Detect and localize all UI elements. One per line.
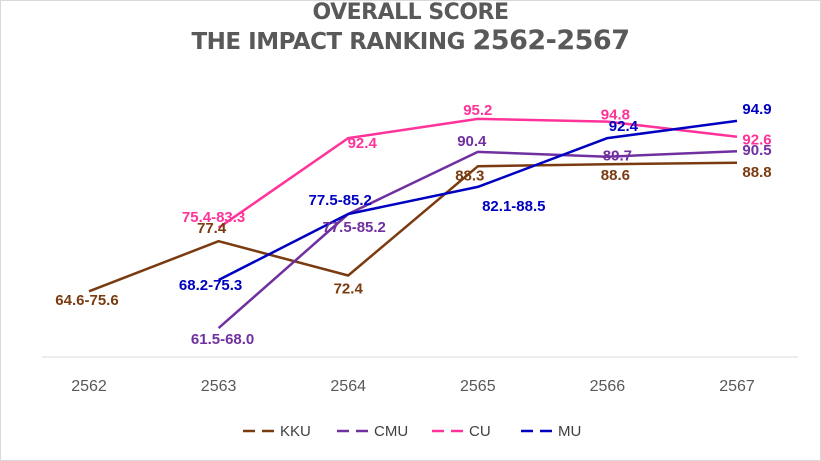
series-line-cmu	[217, 149, 738, 330]
x-tick-label: 2565	[460, 378, 496, 395]
data-label-cu: 75.4-83.3	[182, 209, 245, 226]
legend-item-cmu: CMU	[374, 423, 408, 440]
x-tick-label: 2562	[71, 378, 107, 395]
data-label-mu: 77.5-85.2	[309, 192, 372, 209]
data-label-cmu: 90.4	[457, 133, 487, 150]
series-line-mu	[218, 119, 738, 282]
title-line-1: OVERALL SCORE	[312, 0, 510, 25]
title-line-2-years: 2562-2567	[472, 25, 631, 56]
legend-item-kku: KKU	[280, 423, 311, 440]
data-label-mu: 94.9	[742, 101, 771, 118]
series-line-cu	[217, 117, 738, 229]
legend: KKU CMU CU MU	[243, 423, 581, 440]
data-label-cmu: 89.7	[603, 148, 632, 165]
data-label-cmu: 90.5	[742, 142, 771, 159]
title-line-2-prefix: THE IMPACT RANKING	[191, 29, 465, 55]
data-label-kku: 72.4	[334, 281, 364, 298]
chart-title: OVERALL SCORE THE IMPACT RANKING 2562-25…	[0, 0, 821, 56]
data-label-kku: 88.3	[455, 167, 484, 184]
data-label-mu: 92.4	[609, 118, 639, 135]
x-tick-label: 2563	[201, 378, 237, 395]
data-label-kku: 64.6-75.6	[55, 292, 118, 309]
x-tick-label: 2567	[719, 378, 755, 395]
data-label-cu: 95.2	[463, 102, 492, 119]
series-line-kku	[88, 161, 738, 293]
data-label-kku: 88.8	[742, 164, 771, 181]
data-label-cu: 94.8	[601, 107, 630, 124]
title-line-2: THE IMPACT RANKING 2562-2567	[0, 25, 821, 56]
data-label-kku: 88.6	[601, 167, 630, 184]
x-tick-label: 2564	[330, 378, 366, 395]
data-label-cu: 92.4	[348, 135, 378, 152]
data-labels: 64.6-75.6 77.4 72.4 88.3 88.6 88.8 61.5-68.0 77…	[55, 101, 771, 348]
x-axis-ticks: 2562 2563 2564 2565 2566 2567	[71, 378, 755, 395]
series-lines	[88, 117, 738, 330]
data-label-kku: 77.4	[197, 220, 227, 237]
legend-item-mu: MU	[558, 423, 581, 440]
data-label-cmu: 77.5-85.2	[323, 219, 386, 236]
x-tick-label: 2566	[590, 378, 626, 395]
legend-item-cu: CU	[469, 423, 491, 440]
data-label-cmu: 61.5-68.0	[191, 331, 254, 348]
data-label-mu: 68.2-75.3	[179, 277, 242, 294]
data-label-mu: 82.1-88.5	[482, 198, 545, 215]
data-label-cu: 92.6	[742, 132, 771, 149]
